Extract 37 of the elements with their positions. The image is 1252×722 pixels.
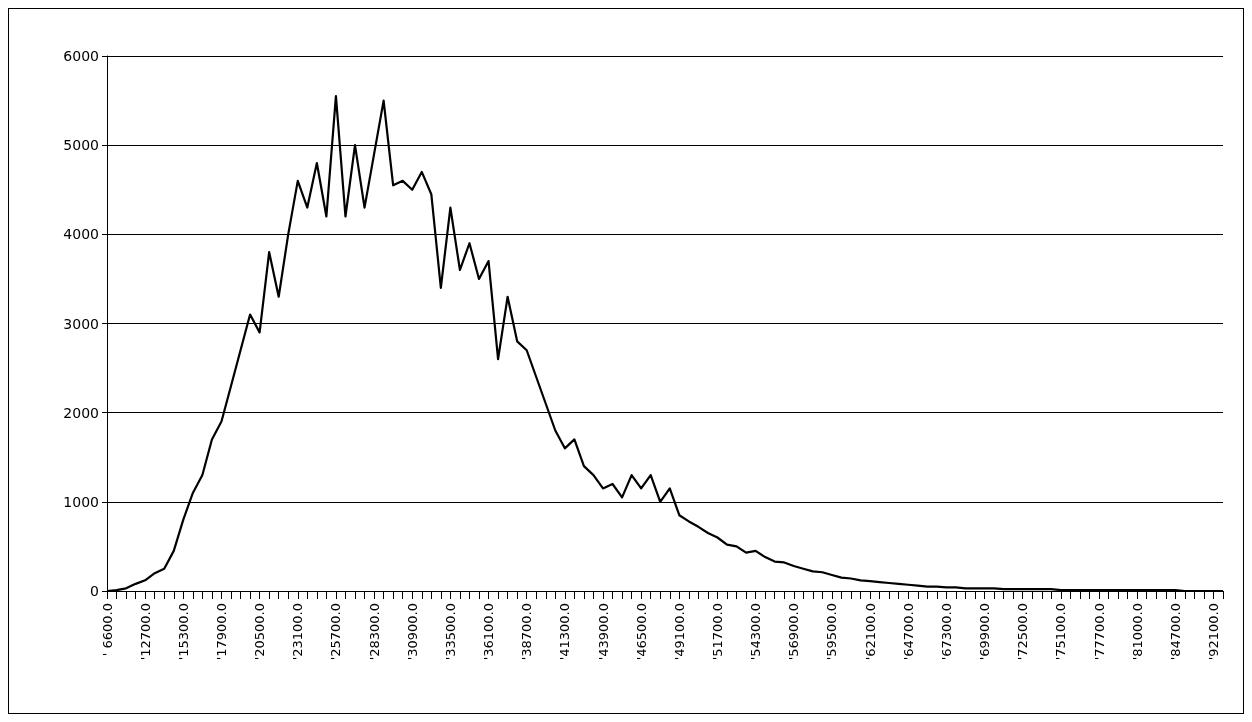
x-tick-label: '67300.0 [938, 603, 954, 661]
x-tick-label: '41300.0 [557, 603, 573, 661]
x-tick-label: '33500.0 [442, 603, 458, 661]
x-tick-label: '46500.0 [633, 603, 649, 661]
x-tick-label: '72500.0 [1015, 603, 1031, 661]
x-tick-label: '25700.0 [328, 603, 344, 661]
x-tick-label: '36100.0 [481, 603, 497, 661]
y-tick-label: 5000 [63, 137, 99, 154]
x-tick-label: '75100.0 [1053, 603, 1069, 661]
y-tick-label: 2000 [63, 404, 99, 421]
y-tick-label: 4000 [63, 226, 99, 243]
x-tick-label: '38700.0 [519, 603, 535, 661]
x-tick-label: '81000.0 [1129, 603, 1145, 661]
x-tick-label: '54300.0 [748, 603, 764, 661]
x-tick-label: '77700.0 [1091, 603, 1107, 661]
x-tick-label: ' 6600.0 [99, 603, 115, 657]
y-tick-label: 6000 [63, 48, 99, 64]
x-tick-label: '28300.0 [366, 603, 382, 661]
x-tick-label: '92100.0 [1205, 603, 1221, 661]
x-tick-label: '23100.0 [290, 603, 306, 661]
x-tick-label: '30900.0 [404, 603, 420, 661]
x-tick-label: '51700.0 [709, 603, 725, 661]
x-tick-label: '69900.0 [977, 603, 993, 661]
x-tick-label: '43900.0 [595, 603, 611, 661]
y-tick-label: 1000 [63, 493, 99, 510]
x-tick-label: '56900.0 [786, 603, 802, 661]
x-tick-label: '12700.0 [137, 603, 153, 661]
x-tick-label: '20500.0 [252, 603, 268, 661]
y-tick-label: 3000 [63, 315, 99, 332]
x-tick-label: '59500.0 [824, 603, 840, 661]
x-tick-label: '62100.0 [862, 603, 878, 661]
x-tick-label: '84700.0 [1167, 603, 1183, 661]
x-tick-label: '49100.0 [671, 603, 687, 661]
x-tick-label: '15300.0 [175, 603, 191, 661]
y-tick-label: 0 [90, 583, 99, 599]
x-tick-label: '17900.0 [213, 603, 229, 661]
x-tick-label: '64700.0 [900, 603, 916, 661]
